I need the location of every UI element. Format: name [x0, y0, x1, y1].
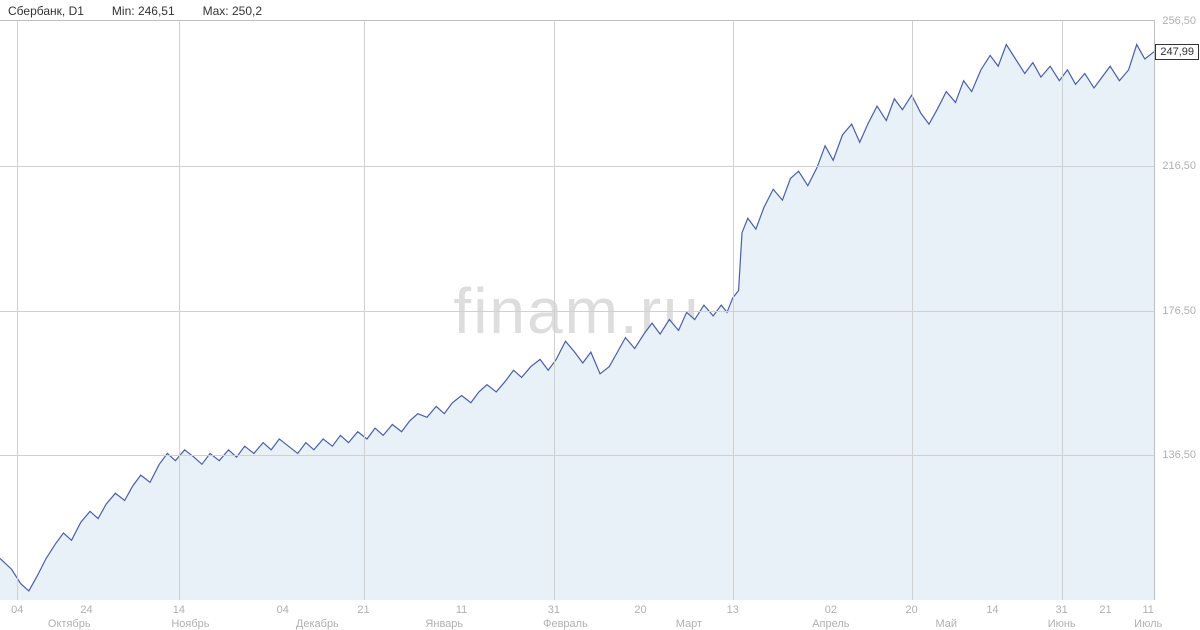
area-fill	[0, 45, 1154, 600]
x-axis-month: Июль	[1134, 618, 1162, 630]
x-axis-month: Март	[676, 618, 702, 630]
x-axis-month: Июнь	[1048, 618, 1076, 630]
grid-line-horizontal	[0, 455, 1154, 456]
grid-line-vertical	[912, 21, 913, 600]
x-axis-month: Январь	[425, 618, 463, 630]
grid-line-horizontal	[0, 166, 1154, 167]
x-axis-tick: 04	[277, 604, 289, 616]
x-axis-tick: 31	[548, 604, 560, 616]
grid-line-vertical	[364, 21, 365, 600]
y-axis-label: 136,50	[1162, 449, 1196, 461]
x-axis-tick: 21	[1099, 604, 1111, 616]
x-axis-tick: 31	[1056, 604, 1068, 616]
min-label: Min: 246,51	[112, 4, 175, 18]
x-axis-tick: 20	[906, 604, 918, 616]
grid-line-vertical	[1062, 21, 1063, 600]
current-price-badge: 247,99	[1155, 44, 1199, 60]
grid-line-vertical	[554, 21, 555, 600]
x-axis-month: Апрель	[812, 618, 849, 630]
x-axis-month: Февраль	[543, 618, 588, 630]
x-axis-tick: 21	[357, 604, 369, 616]
x-axis-tick: 14	[986, 604, 998, 616]
grid-line-vertical	[179, 21, 180, 600]
x-axis-tick: 24	[80, 604, 92, 616]
grid-line-vertical	[733, 21, 734, 600]
x-axis-month: Октябрь	[48, 618, 91, 630]
x-axis-tick: 11	[1143, 604, 1154, 616]
y-axis-label: 216,50	[1162, 160, 1196, 172]
x-axis-month: Май	[935, 618, 957, 630]
x-axis-tick: 02	[825, 604, 837, 616]
symbol-label: Сбербанк, D1	[8, 4, 84, 18]
x-axis-month: Декабрь	[296, 618, 339, 630]
max-label: Max: 250,2	[203, 4, 262, 18]
x-axis-tick: 04	[11, 604, 23, 616]
x-axis-tick: 14	[173, 604, 185, 616]
chart-area[interactable]: finam.ru 256,50216,50176,50136,500424140…	[0, 20, 1155, 600]
x-axis-month: Ноябрь	[171, 618, 209, 630]
y-axis-label: 256,50	[1162, 15, 1196, 27]
chart-header: Сбербанк, D1 Min: 246,51 Max: 250,2	[8, 4, 262, 18]
x-axis-tick: 11	[456, 604, 467, 616]
x-axis-tick: 20	[634, 604, 646, 616]
x-axis-tick: 13	[727, 604, 739, 616]
grid-line-vertical	[17, 21, 18, 600]
grid-line-horizontal	[0, 311, 1154, 312]
y-axis-label: 176,50	[1162, 305, 1196, 317]
